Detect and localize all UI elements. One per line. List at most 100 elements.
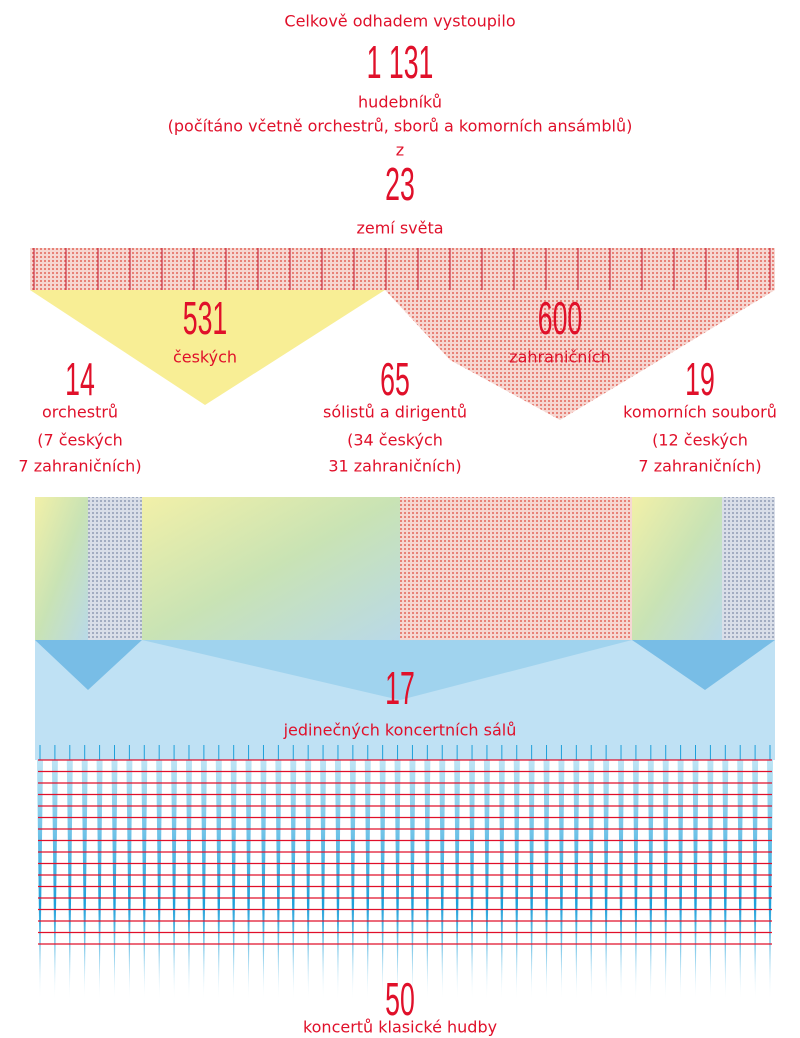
spike	[260, 760, 267, 1000]
concerts-count-group: 50	[385, 974, 415, 1025]
group-detail: (7 českých	[37, 431, 123, 450]
hall-wedge	[35, 640, 142, 690]
spike	[394, 760, 401, 1000]
foreign-wedge	[385, 290, 775, 420]
spike	[752, 760, 759, 1000]
country-band	[30, 248, 775, 290]
spike	[126, 760, 133, 1000]
spike	[603, 760, 610, 1000]
musicians-note: (počítáno včetně orchestrů, sborů a komo…	[168, 117, 633, 136]
spike	[573, 760, 580, 1000]
group-count: 14	[65, 354, 95, 405]
block	[632, 497, 722, 640]
halls-count-group: 17	[385, 663, 415, 714]
hall-wedge	[632, 640, 775, 690]
concerts-count: 50	[385, 974, 415, 1025]
spike	[185, 760, 192, 1000]
spike	[662, 760, 669, 1000]
spike	[692, 760, 699, 1000]
spike	[156, 760, 163, 1000]
spike	[275, 760, 282, 1000]
spike	[767, 760, 773, 1000]
spike	[141, 760, 148, 1000]
spike	[737, 760, 744, 1000]
group-count-group: 65	[380, 354, 410, 405]
group-detail: (34 českých	[347, 431, 443, 450]
spike	[37, 760, 43, 1000]
spike	[334, 760, 341, 1000]
spike	[513, 760, 520, 1000]
countries-count: 23	[385, 159, 415, 210]
split-count: 600	[538, 293, 583, 344]
hall-wedge	[142, 640, 632, 700]
group-count-group: 19	[685, 354, 715, 405]
spike	[588, 760, 595, 1000]
group-detail: 7 zahraničních)	[638, 457, 761, 476]
group-detail: 31 zahraničních)	[328, 457, 461, 476]
spike	[349, 760, 356, 1000]
musicians-count: 1 131	[367, 37, 434, 88]
group-count: 65	[380, 354, 410, 405]
spike	[454, 760, 461, 1000]
block	[400, 497, 632, 640]
spike	[245, 760, 252, 1000]
spike	[230, 760, 237, 1000]
musicians-label: hudebníků	[358, 93, 442, 112]
spike	[171, 760, 178, 1000]
spike	[618, 760, 625, 1000]
block	[722, 497, 775, 640]
split-count-group: 531	[183, 293, 228, 344]
split-count: 531	[183, 293, 228, 344]
countries-label: zemí světa	[356, 219, 443, 238]
spike	[96, 760, 103, 1000]
spike	[722, 760, 729, 1000]
spike	[483, 760, 490, 1000]
spike	[409, 760, 416, 1000]
spike	[424, 760, 431, 1000]
concerts-label: koncertů klasické hudby	[303, 1018, 497, 1037]
decoration	[30, 248, 775, 1000]
block	[88, 497, 142, 640]
group-count: 19	[685, 354, 715, 405]
halls-label: jedinečných koncertních sálů	[283, 721, 517, 740]
spike	[632, 760, 639, 1000]
intro: Celkově odhadem vystoupilo	[284, 12, 515, 31]
czech-wedge	[30, 290, 385, 405]
group-label: orchestrů	[42, 403, 118, 422]
spike	[677, 760, 684, 1000]
countries-count-group: 23	[385, 159, 415, 210]
spike	[439, 760, 446, 1000]
group-label: sólistů a dirigentů	[323, 403, 467, 422]
spike	[707, 760, 714, 1000]
spike	[200, 760, 207, 1000]
spike	[290, 760, 297, 1000]
split-label: českých	[173, 348, 237, 367]
halls-count: 17	[385, 663, 415, 714]
spike	[215, 760, 222, 1000]
group-count-group: 14	[65, 354, 95, 405]
spike	[469, 760, 476, 1000]
group-label: komorních souborů	[623, 403, 777, 422]
block	[142, 497, 400, 640]
spike	[320, 760, 327, 1000]
musicians-count-group: 1 131	[367, 37, 434, 88]
spike	[558, 760, 565, 1000]
spike	[543, 760, 550, 1000]
spike	[111, 760, 118, 1000]
spike	[364, 760, 371, 1000]
spike	[305, 760, 312, 1000]
spike	[81, 760, 88, 1000]
spike	[379, 760, 386, 1000]
spike	[647, 760, 654, 1000]
spike	[498, 760, 505, 1000]
group-detail: (12 českých	[652, 431, 748, 450]
split-count-group: 600	[538, 293, 583, 344]
block	[35, 497, 88, 640]
spike	[66, 760, 73, 1000]
group-detail: 7 zahraničních)	[18, 457, 141, 476]
spike	[528, 760, 535, 1000]
split-label: zahraničních	[509, 348, 611, 367]
spike	[51, 760, 58, 1000]
